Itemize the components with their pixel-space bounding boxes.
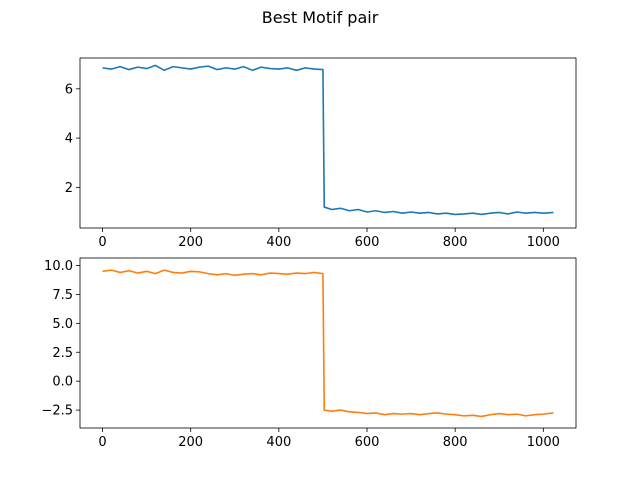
chart2-x-tick-label: 0 <box>98 435 106 450</box>
figure-title: Best Motif pair <box>262 8 379 27</box>
chart1-x-tick-label: 1000 <box>527 235 560 250</box>
chart1-x-tick-label: 0 <box>98 235 106 250</box>
chart2-y-tick-label: 10.0 <box>44 259 73 274</box>
chart1-x-tick-label: 800 <box>443 235 468 250</box>
chart1-y-tick-label: 4 <box>65 132 73 147</box>
chart2-y-tick-label: −2.5 <box>41 404 73 419</box>
chart1-y-tick-label: 6 <box>65 82 73 97</box>
chart1-y-tick-label: 2 <box>65 181 73 196</box>
chart2-x-tick-label: 1000 <box>527 435 560 450</box>
chart1-axes-frame <box>79 57 577 229</box>
chart1-x-tick-label: 200 <box>178 235 203 250</box>
chart1-series-line <box>102 64 554 216</box>
chart2-x-tick-label: 800 <box>443 435 468 450</box>
chart2-y-tick-label: 5.0 <box>52 317 73 332</box>
chart2-y-tick-label: 2.5 <box>52 346 73 361</box>
chart2-x-tick-label: 200 <box>178 435 203 450</box>
chart1-x-tick-label: 600 <box>355 235 380 250</box>
chart2-y-tick-label: 0.0 <box>52 375 73 390</box>
chart2-series-line <box>102 269 554 418</box>
chart2-x-tick-label: 600 <box>355 435 380 450</box>
chart1-x-tick-label: 400 <box>266 235 291 250</box>
chart2-axes-frame <box>79 257 577 429</box>
chart2-x-tick-label: 400 <box>266 435 291 450</box>
chart2-y-tick-label: 7.5 <box>52 288 73 303</box>
